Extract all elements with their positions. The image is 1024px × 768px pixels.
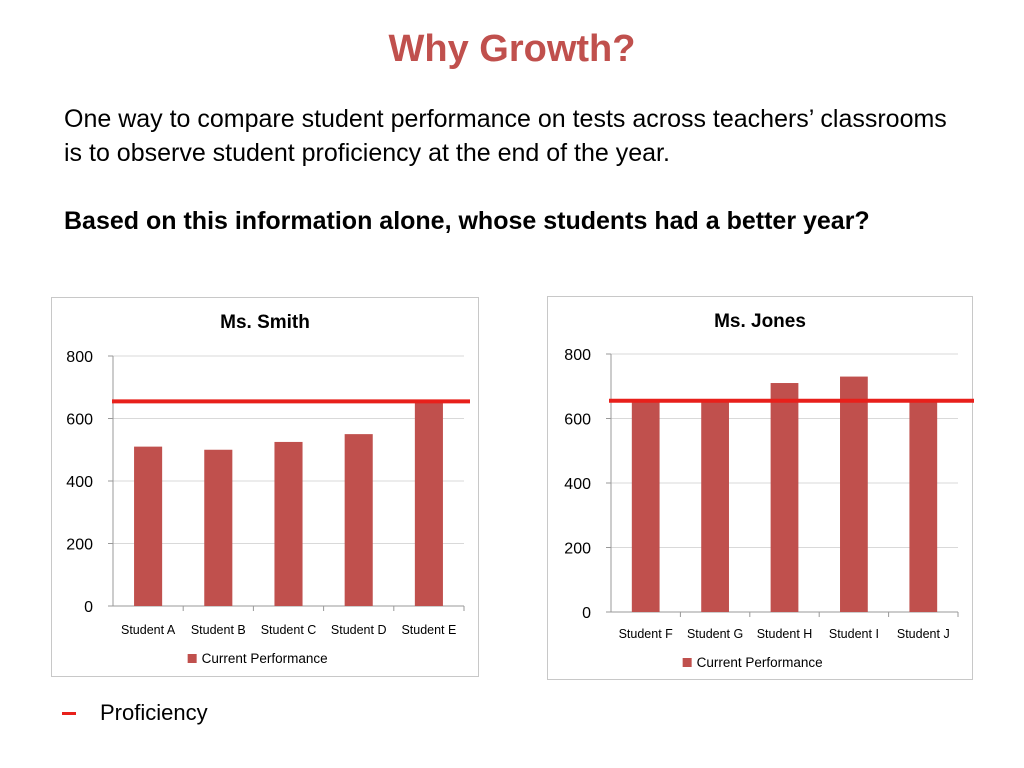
- y-tick-label: 800: [564, 347, 591, 364]
- bar-student-i: [840, 376, 868, 612]
- bar-student-h: [770, 383, 799, 612]
- bar-student-f: [631, 400, 660, 612]
- y-tick-label: 200: [564, 541, 591, 558]
- bar-student-a: [134, 446, 163, 606]
- legend-label: Current Performance: [202, 651, 328, 666]
- question-text: Based on this information alone, whose s…: [64, 207, 870, 235]
- bar-student-c: [274, 441, 303, 606]
- y-tick-label: 400: [564, 476, 591, 493]
- bar-student-j: [909, 399, 938, 612]
- x-tick-label: Student F: [619, 627, 674, 641]
- proficiency-legend: Proficiency: [62, 700, 208, 726]
- y-tick-label: 600: [564, 412, 591, 429]
- legend-swatch: [682, 658, 692, 667]
- x-tick-label: Student J: [897, 627, 950, 641]
- x-tick-label: Student H: [757, 627, 813, 641]
- y-tick-label: 600: [66, 412, 93, 429]
- y-tick-label: 0: [582, 605, 591, 622]
- bar-student-d: [344, 434, 373, 606]
- x-tick-label: Student A: [121, 623, 176, 637]
- chart-ms-smith: Ms. Smith 0 200 400 600 800 Student A Student B…: [51, 297, 479, 677]
- y-tick-label: 400: [66, 474, 93, 491]
- x-tick-label: Student I: [829, 627, 879, 641]
- bar-student-g: [701, 399, 729, 612]
- x-tick-label: Student C: [261, 623, 317, 637]
- intro-text: One way to compare student performance o…: [64, 105, 947, 167]
- x-tick-label: Student E: [401, 623, 456, 637]
- y-tick-label: 800: [66, 349, 93, 366]
- x-tick-label: Student G: [687, 627, 743, 641]
- legend-swatch: [187, 654, 197, 663]
- x-tick-label: Student B: [191, 623, 246, 637]
- y-tick-label: 0: [84, 599, 93, 616]
- legend-label: Current Performance: [697, 655, 823, 670]
- proficiency-line-icon: [62, 711, 76, 715]
- proficiency-label: Proficiency: [100, 700, 208, 725]
- y-tick-label: 200: [66, 537, 93, 554]
- bar-student-b: [204, 449, 233, 606]
- chart-title: Ms. Smith: [220, 312, 310, 333]
- x-tick-label: Student D: [331, 623, 387, 637]
- slide-title: Why Growth?: [388, 28, 636, 70]
- chart-title: Ms. Jones: [714, 311, 806, 332]
- bar-student-e: [414, 399, 443, 606]
- chart-ms-jones: Ms. Jones 0 200 400 600 800 Student F Student G…: [547, 296, 974, 680]
